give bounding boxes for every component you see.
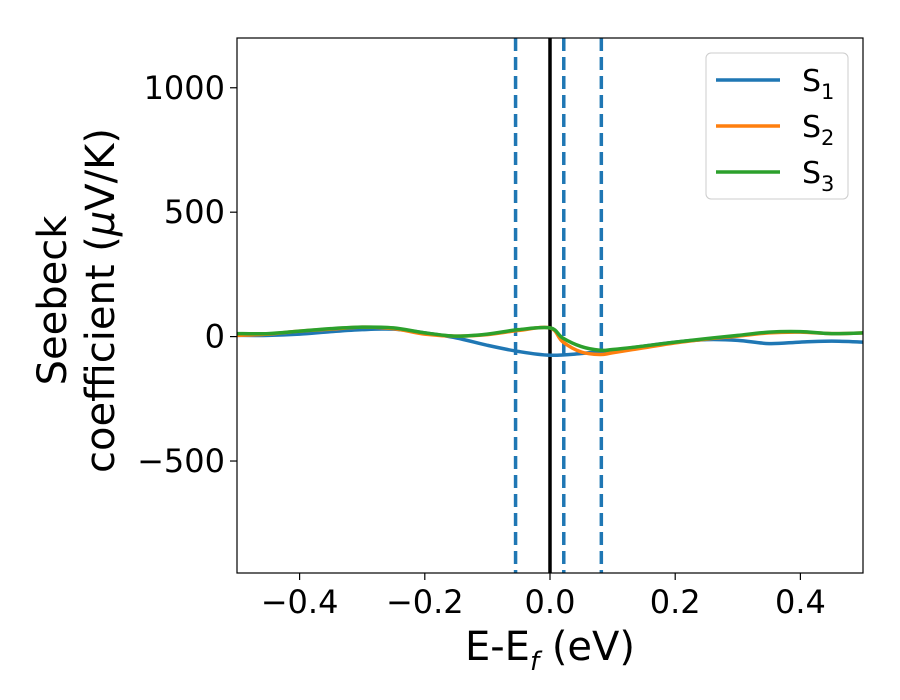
legend: S1 S2 S3 bbox=[705, 52, 849, 200]
y-tick-label: −500 bbox=[137, 442, 225, 480]
x-tick-label: 0.4 bbox=[775, 583, 826, 621]
y-axis-ticks: −500 0 500 1000 bbox=[137, 69, 237, 480]
x-axis-label: E-Ef (eV) bbox=[465, 624, 635, 677]
x-tick-label: 0.0 bbox=[525, 583, 576, 621]
series-line-s3 bbox=[237, 325, 863, 353]
y-tick-label: 0 bbox=[205, 318, 225, 356]
x-axis-ticks: −0.4 −0.2 0.0 0.2 0.4 bbox=[261, 573, 826, 621]
series-line-s1 bbox=[237, 327, 863, 358]
vertical-reference-lines bbox=[513, 38, 604, 573]
y-tick-label: 500 bbox=[164, 193, 225, 231]
series-lines bbox=[237, 325, 863, 358]
y-axis-label-line2: coefficient (μV/K) bbox=[78, 128, 124, 473]
y-tick-label: 1000 bbox=[144, 69, 225, 107]
x-tick-label: −0.4 bbox=[261, 583, 339, 621]
x-tick-label: −0.2 bbox=[386, 583, 464, 621]
legend-label-s2: S2 bbox=[802, 110, 834, 150]
legend-label-s1: S1 bbox=[802, 64, 834, 104]
y-axis-label-line1: Seebeck bbox=[30, 215, 76, 386]
x-tick-label: 0.2 bbox=[650, 583, 701, 621]
legend-label-s3: S3 bbox=[802, 156, 834, 196]
